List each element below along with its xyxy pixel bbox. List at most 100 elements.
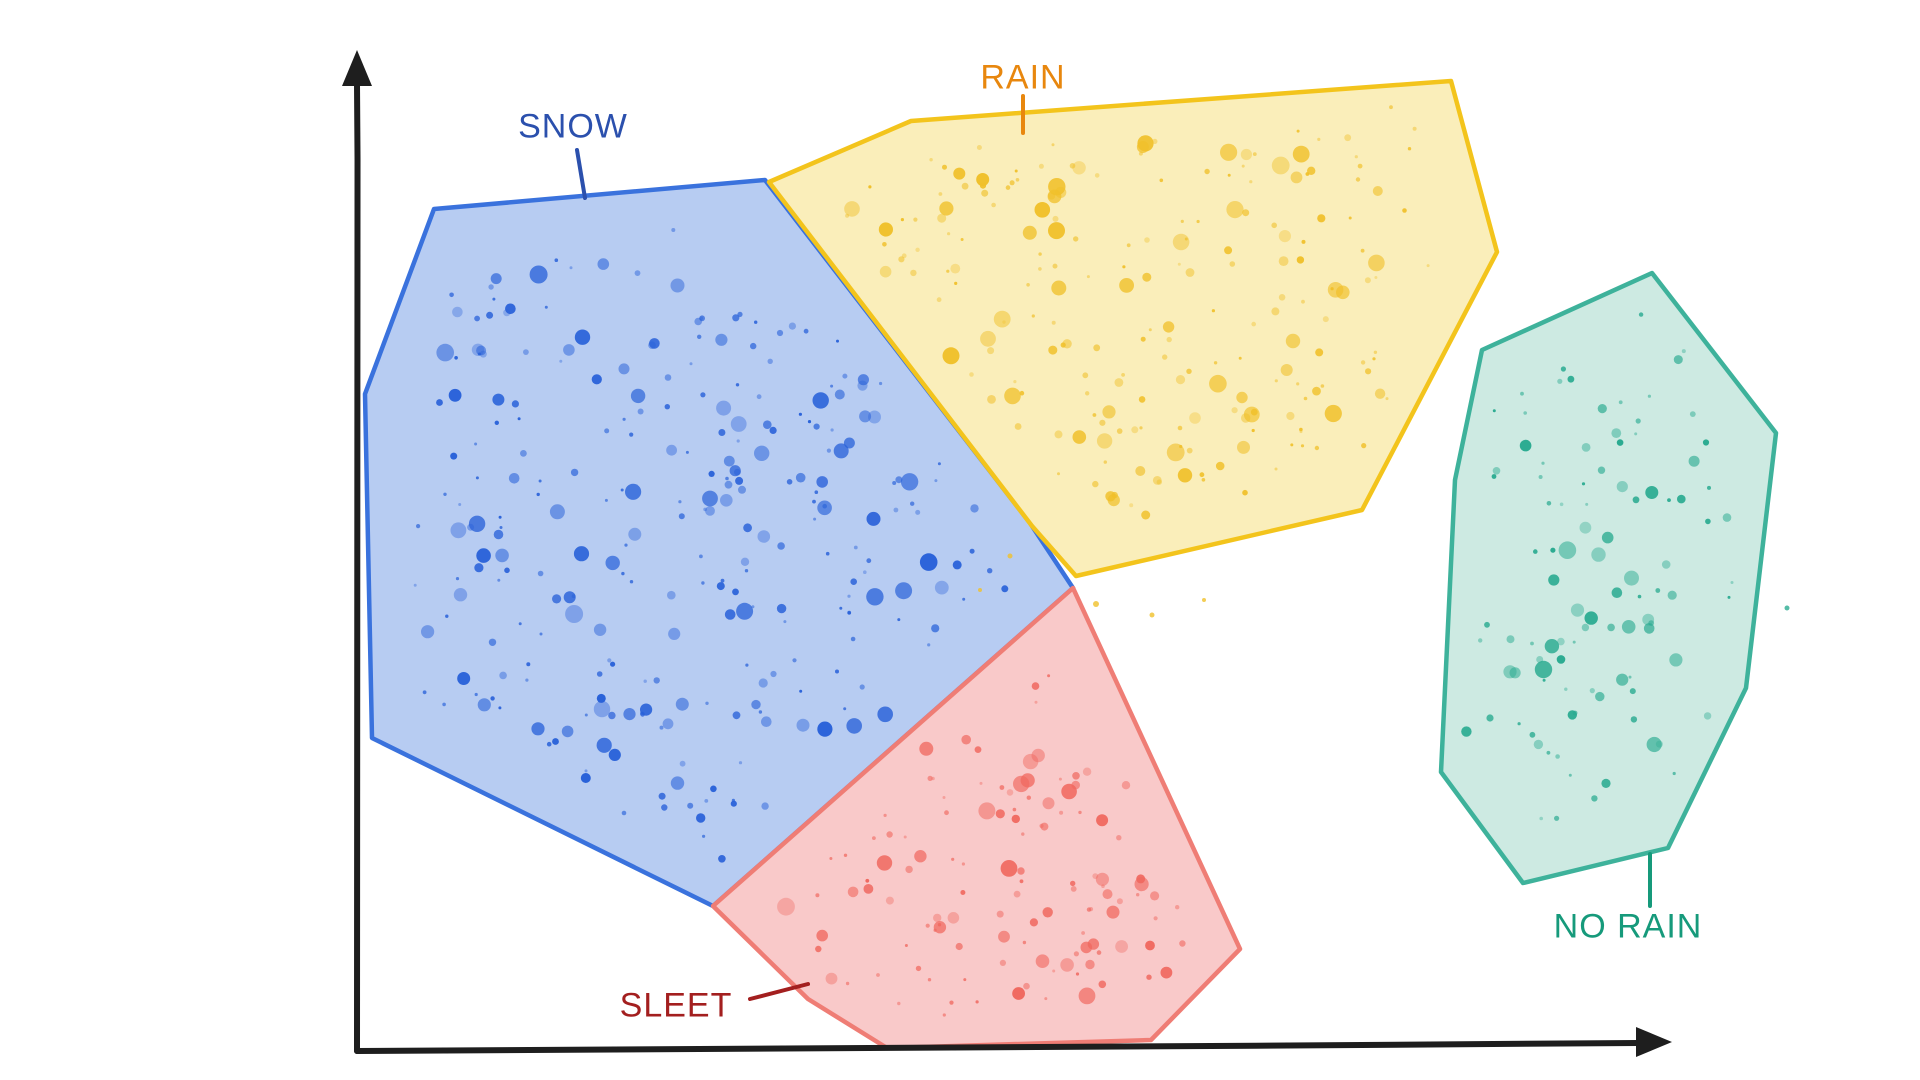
data-point xyxy=(538,479,542,483)
data-point xyxy=(552,594,562,604)
data-point xyxy=(716,582,725,591)
data-point xyxy=(751,699,761,710)
data-point xyxy=(685,450,689,454)
data-point xyxy=(1136,141,1149,153)
data-point xyxy=(1082,767,1092,776)
data-point xyxy=(668,627,681,641)
data-point xyxy=(561,725,574,738)
data-point xyxy=(497,578,501,582)
data-point xyxy=(1082,372,1089,379)
data-point xyxy=(1372,186,1383,196)
data-point xyxy=(751,605,755,609)
data-point xyxy=(474,315,480,322)
data-point xyxy=(504,567,510,574)
data-point xyxy=(1597,404,1607,414)
data-point xyxy=(1361,443,1367,449)
data-point xyxy=(939,201,954,216)
data-point xyxy=(1031,314,1035,318)
data-point xyxy=(1681,349,1686,354)
data-point xyxy=(1703,712,1712,720)
data-point xyxy=(1215,461,1225,471)
data-point xyxy=(1160,966,1173,979)
data-point xyxy=(570,468,579,477)
data-point xyxy=(816,929,828,942)
data-point xyxy=(544,305,548,309)
data-point xyxy=(1296,129,1300,133)
data-point xyxy=(744,569,749,573)
data-point xyxy=(1655,588,1661,593)
data-point xyxy=(731,798,736,802)
data-point xyxy=(1014,169,1018,173)
data-point xyxy=(449,292,454,298)
data-point xyxy=(1237,440,1250,454)
data-point xyxy=(718,429,726,436)
data-point xyxy=(895,582,913,600)
data-point xyxy=(1140,336,1146,342)
data-point xyxy=(679,760,686,767)
data-point xyxy=(1374,388,1386,399)
data-point xyxy=(659,725,664,730)
data-point xyxy=(847,594,851,598)
data-point xyxy=(812,499,816,504)
data-point xyxy=(1213,361,1218,365)
data-point xyxy=(1141,510,1151,520)
data-point xyxy=(1616,439,1624,446)
data-point xyxy=(865,878,870,883)
data-point xyxy=(1179,444,1183,449)
data-point xyxy=(1486,714,1494,722)
data-point xyxy=(637,408,644,415)
data-point xyxy=(1572,710,1578,716)
data-point xyxy=(1006,789,1014,796)
data-point xyxy=(1175,905,1180,910)
data-point xyxy=(720,494,733,507)
data-point xyxy=(1314,445,1320,451)
data-point xyxy=(1227,173,1231,177)
data-point xyxy=(1078,987,1096,1005)
data-point xyxy=(942,347,960,365)
data-point xyxy=(1048,345,1058,355)
data-point xyxy=(814,490,819,495)
data-point xyxy=(1296,382,1300,386)
data-point xyxy=(443,492,447,496)
data-point xyxy=(1059,810,1064,815)
data-point xyxy=(492,297,496,301)
data-point xyxy=(969,548,975,554)
data-point xyxy=(1052,263,1058,269)
data-point xyxy=(1280,364,1293,376)
data-point xyxy=(708,470,715,477)
data-point xyxy=(900,218,905,222)
data-point xyxy=(1559,502,1564,507)
data-point xyxy=(969,372,974,377)
data-point xyxy=(1677,494,1686,504)
data-point xyxy=(898,256,905,263)
data-point xyxy=(927,978,932,982)
data-point xyxy=(1240,148,1252,161)
data-point xyxy=(1564,687,1568,691)
data-point xyxy=(754,445,770,461)
data-point xyxy=(621,810,627,816)
data-point xyxy=(1568,773,1572,777)
data-point xyxy=(1069,163,1076,169)
data-point xyxy=(1629,688,1636,695)
data-point xyxy=(618,363,630,375)
data-point xyxy=(634,270,641,276)
data-point xyxy=(845,981,850,986)
data-point xyxy=(455,577,460,581)
data-point xyxy=(993,310,1011,328)
data-point xyxy=(648,341,656,350)
data-point xyxy=(1611,428,1622,438)
data-point xyxy=(1292,145,1310,163)
data-point xyxy=(508,473,520,484)
data-point xyxy=(1278,256,1289,266)
data-point xyxy=(664,404,670,410)
data-point xyxy=(518,622,522,626)
data-point xyxy=(799,689,803,693)
data-point xyxy=(1012,807,1017,812)
data-point xyxy=(868,410,881,424)
data-point xyxy=(699,554,703,559)
data-point xyxy=(1667,590,1677,600)
data-point xyxy=(569,266,573,270)
data-point xyxy=(1116,428,1123,434)
data-point xyxy=(1196,219,1200,224)
